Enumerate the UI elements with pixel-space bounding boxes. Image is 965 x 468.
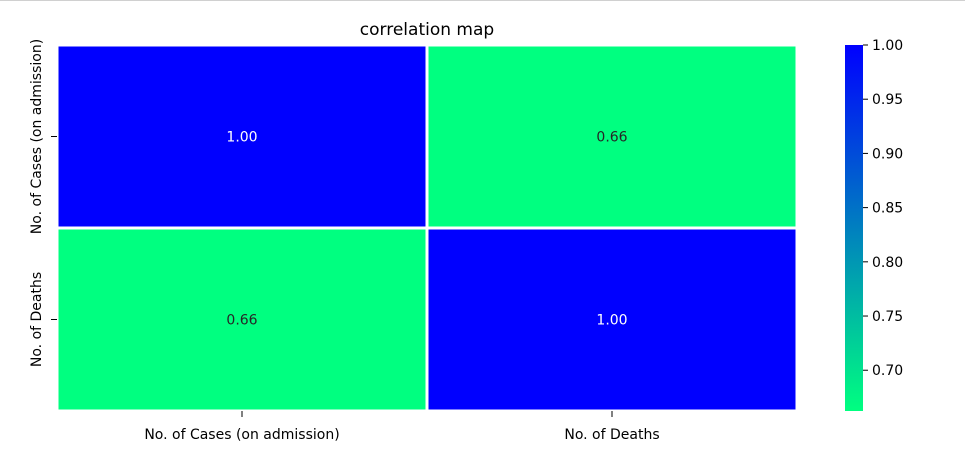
colorbar-tick-label: 0.85 [872, 201, 903, 217]
cell-annotations: 1.00 0.66 0.66 1.00 [226, 130, 627, 329]
colorbar-tick-label: 0.95 [872, 92, 903, 108]
top-border [0, 0, 965, 1]
colorbar-tick-label: 0.70 [872, 363, 903, 379]
x-axis: No. of Cases (on admission) No. of Deaths [144, 411, 660, 443]
y-axis: No. of Cases (on admission) No. of Deaths [29, 39, 57, 367]
chart-title: correlation map [360, 20, 494, 40]
colorbar-tick-label: 0.80 [872, 255, 903, 271]
x-tick-label: No. of Cases (on admission) [144, 427, 339, 443]
y-tick-label: No. of Deaths [29, 272, 45, 367]
cell-value-label: 1.00 [226, 130, 257, 146]
heatmap-cell [425, 43, 799, 230]
cell-value-label: 0.66 [596, 130, 627, 146]
colorbar-tick-label: 0.75 [872, 309, 903, 325]
y-tick-label: No. of Cases (on admission) [29, 39, 45, 234]
cell-value-label: 0.66 [226, 313, 257, 329]
colorbar-tick-label: 0.90 [872, 146, 903, 162]
x-tick-label: No. of Deaths [564, 427, 659, 443]
cell-value-label: 1.00 [596, 313, 627, 329]
colorbar: 0.70 0.75 0.80 0.85 0.90 0.95 1.00 [845, 38, 903, 411]
heatmap-cells [55, 43, 799, 413]
colorbar-tick-label: 1.00 [872, 38, 903, 54]
colorbar-gradient [845, 45, 863, 411]
